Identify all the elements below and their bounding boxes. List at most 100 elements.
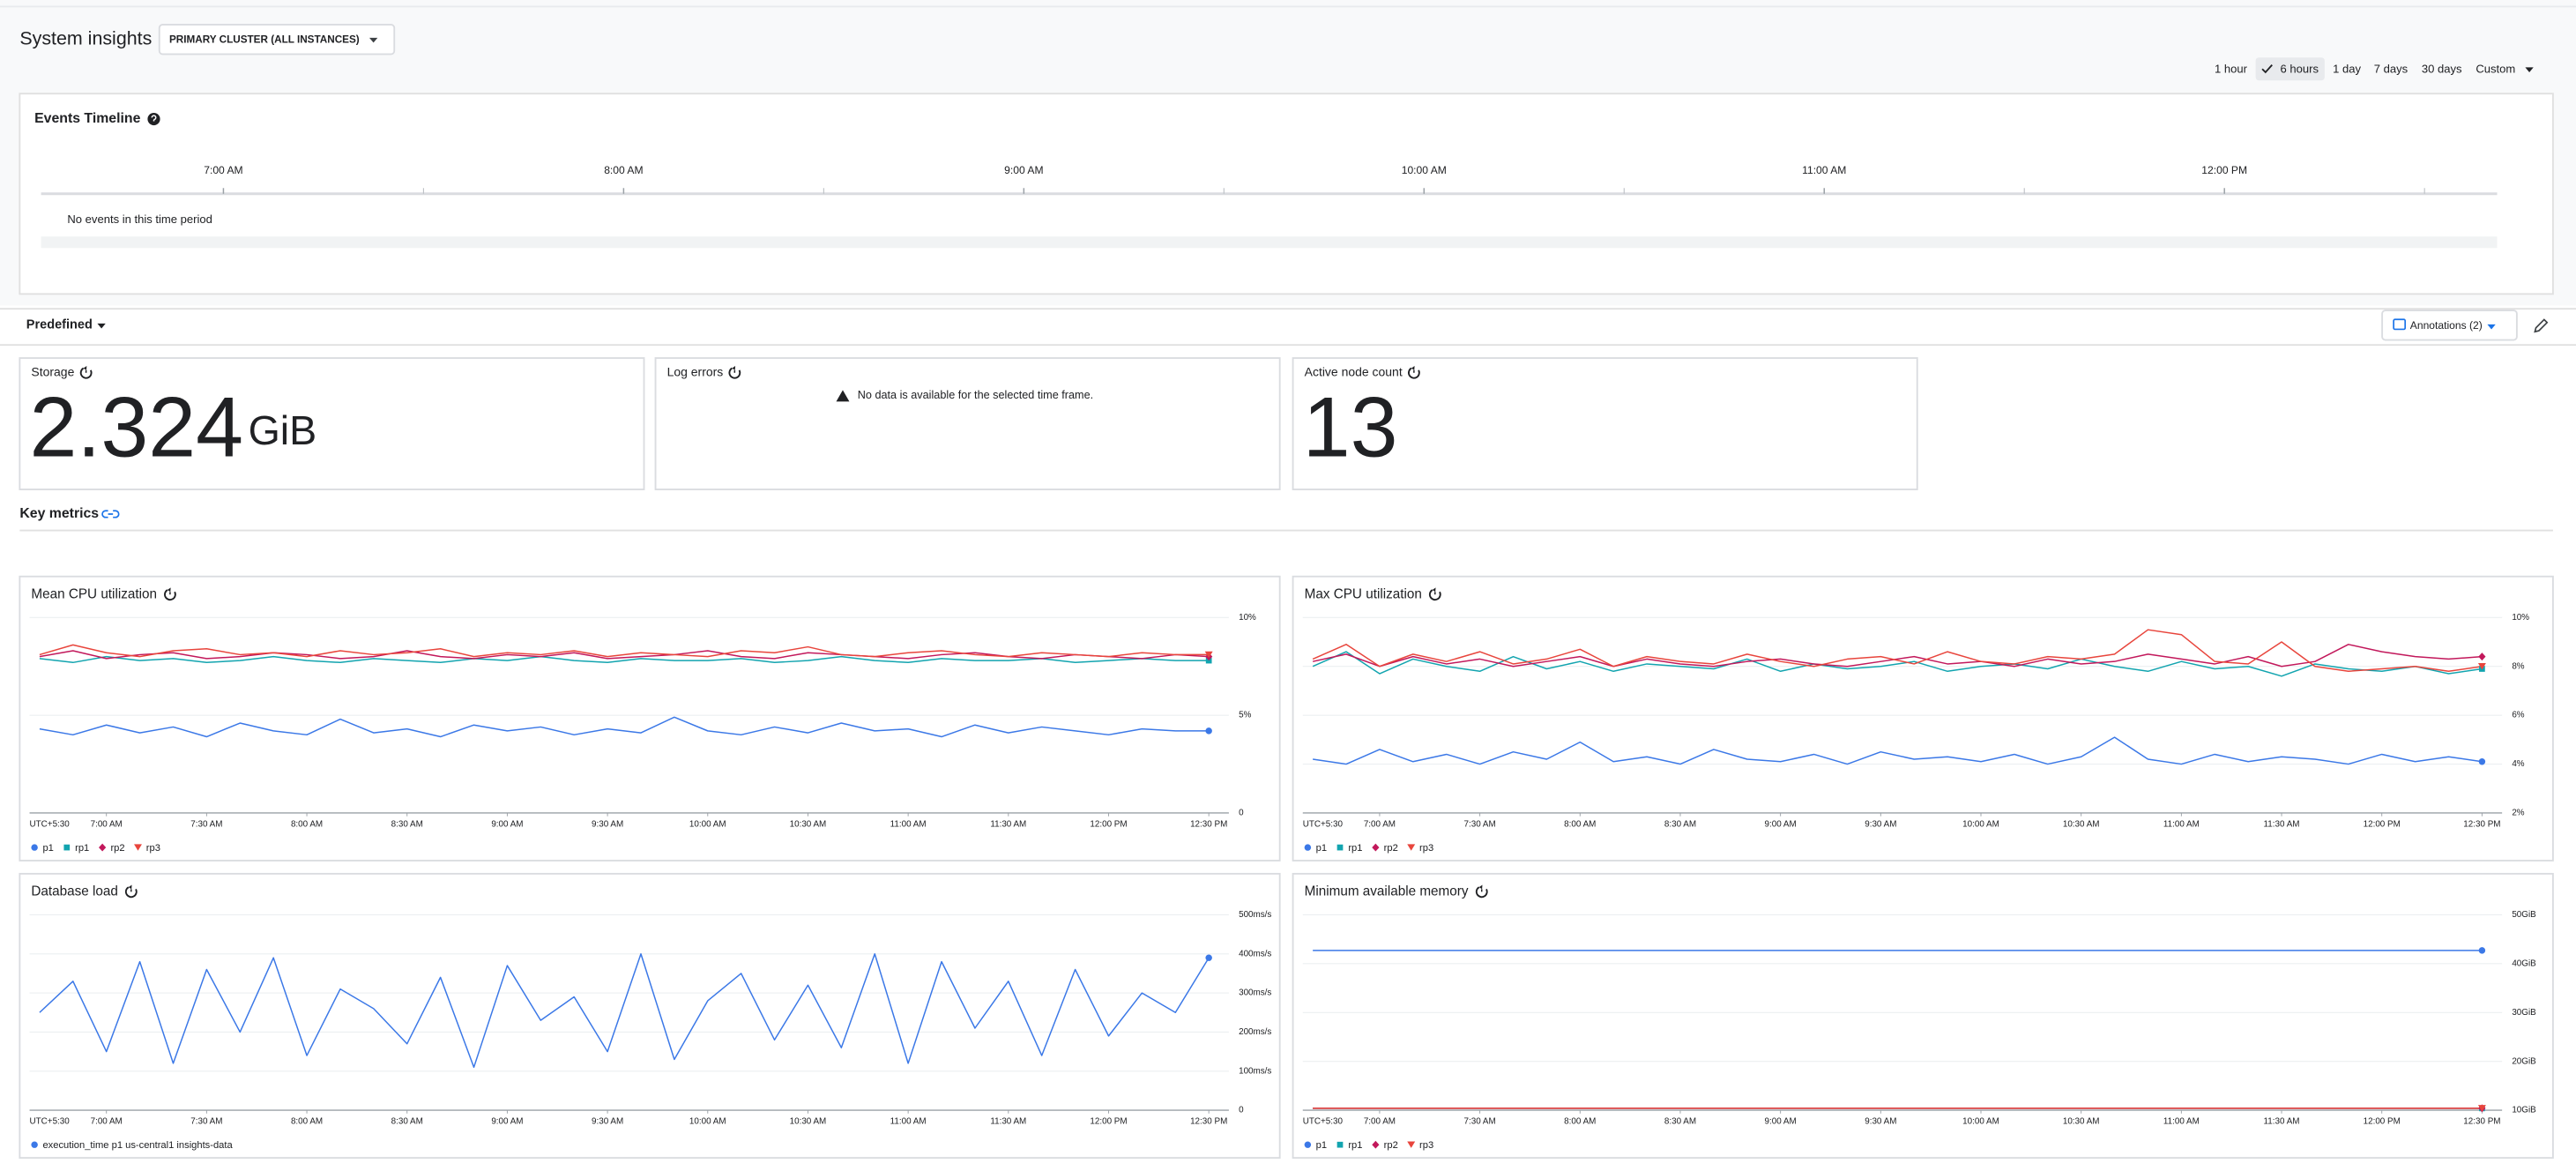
y-tick-label: 50GiB xyxy=(2512,910,2536,920)
time-range-option[interactable]: 7 days xyxy=(2374,63,2408,76)
x-tick-label: 10:30 AM xyxy=(2063,820,2100,830)
time-range-option[interactable]: 6 hours xyxy=(2281,63,2319,76)
point-marker xyxy=(2477,663,2486,670)
time-range-option[interactable]: 1 day xyxy=(2333,63,2361,76)
refresh-icon[interactable] xyxy=(124,884,138,899)
scorecard-value: 2.324 xyxy=(30,378,243,474)
events-title: Events Timeline xyxy=(34,111,140,126)
refresh-icon[interactable] xyxy=(164,587,176,601)
x-tick-label: 7:30 AM xyxy=(1464,820,1496,830)
x-tick-label: 10:00 AM xyxy=(689,1117,726,1127)
x-tick-label: 10:30 AM xyxy=(790,1117,827,1127)
edit-icon[interactable] xyxy=(2534,318,2549,333)
legend-label: rp2 xyxy=(110,843,124,854)
plot-area xyxy=(1312,629,2486,765)
point-marker xyxy=(1204,651,1213,659)
x-tick-label: 8:30 AM xyxy=(391,1117,423,1127)
y-tick-label: 2% xyxy=(2512,809,2524,818)
annotations-icon xyxy=(2393,318,2407,331)
x-tick-label: 11:30 AM xyxy=(990,820,1026,830)
refresh-arrow xyxy=(1411,365,1415,370)
legend-marker xyxy=(1336,1141,1344,1148)
x-tick-label: 10:30 AM xyxy=(2063,1117,2100,1127)
scorecard-message: No data is available for the selected ti… xyxy=(858,389,1093,401)
series-line xyxy=(39,953,1210,1069)
x-tick-label: 8:30 AM xyxy=(1664,820,1696,830)
page-title: System insights xyxy=(19,27,152,48)
section-title: Key metrics xyxy=(19,506,99,521)
y-tick-label: 40GiB xyxy=(2512,958,2536,968)
time-range-option[interactable]: Custom xyxy=(2475,63,2515,76)
refresh-icon[interactable] xyxy=(1408,365,1420,379)
cluster-button-label[interactable]: PRIMARY CLUSTER (ALL INSTANCES) xyxy=(169,34,360,46)
timeline-tick-label: 11:00 AM xyxy=(1802,164,1846,176)
cluster-button[interactable] xyxy=(158,24,396,56)
check-icon xyxy=(2261,63,2273,74)
legend-label: rp1 xyxy=(1348,843,1362,854)
x-tick-label: 11:00 AM xyxy=(2163,1117,2200,1127)
legend-marker xyxy=(1336,844,1344,851)
selected-range-bg[interactable] xyxy=(2255,57,2325,81)
x-tick-label: 11:30 AM xyxy=(2264,1117,2300,1127)
scorecard-unit: GiB xyxy=(249,407,317,453)
refresh-icon[interactable] xyxy=(728,365,741,379)
y-tick-label: 500ms/s xyxy=(1239,910,1271,920)
x-tick-label: 10:00 AM xyxy=(1962,820,1999,830)
legend-label: rp3 xyxy=(1419,1140,1433,1151)
refresh-arrow xyxy=(128,884,132,890)
chart-title: Mean CPU utilization xyxy=(31,586,157,601)
series-line xyxy=(1312,644,2483,668)
dropdown-caret xyxy=(2525,67,2534,72)
series-line xyxy=(1312,651,2483,677)
y-tick-label: 5% xyxy=(1239,711,1251,720)
scorecard-title: Active node count xyxy=(1305,364,1403,378)
legend-label: rp2 xyxy=(1384,843,1398,854)
help-icon[interactable] xyxy=(147,112,160,126)
predefined-dropdown[interactable]: Predefined xyxy=(26,318,93,332)
link-icon[interactable] xyxy=(101,510,120,518)
x-tick-label: 11:00 AM xyxy=(2163,820,2200,830)
legend-marker xyxy=(1407,1141,1416,1148)
time-range-option[interactable]: 30 days xyxy=(2422,63,2462,76)
time-range-option[interactable]: 1 hour xyxy=(2215,63,2248,76)
refresh-arc xyxy=(124,886,138,899)
x-tick-label: 11:30 AM xyxy=(990,1117,1026,1127)
x-tick-label: 12:30 PM xyxy=(2463,1117,2500,1127)
refresh-icon[interactable] xyxy=(1428,587,1441,601)
scorecard-title: Log errors xyxy=(667,364,724,378)
refresh-arrow xyxy=(1432,587,1436,593)
refresh-arc xyxy=(728,367,741,379)
warning-icon xyxy=(836,390,850,402)
x-tick-label: 12:30 PM xyxy=(2463,820,2500,830)
dropdown-caret xyxy=(369,37,378,43)
x-tick-label: 8:00 AM xyxy=(291,820,323,830)
x-tick-label: 7:30 AM xyxy=(190,820,222,830)
point-marker xyxy=(2477,1105,2486,1112)
chart-title: Database load xyxy=(31,884,117,899)
y-tick-label: 6% xyxy=(2512,711,2524,720)
timeline-tick-label: 12:00 PM xyxy=(2201,164,2247,176)
annotations-button[interactable] xyxy=(2381,310,2518,341)
y-tick-label: 0 xyxy=(1239,1106,1244,1115)
legend-marker xyxy=(1304,844,1312,851)
refresh-icon[interactable] xyxy=(1475,884,1488,899)
point-marker xyxy=(2478,947,2486,954)
series-line xyxy=(1313,736,2483,765)
x-tick-label: 9:30 AM xyxy=(1865,820,1896,830)
x-tick-label: 9:00 AM xyxy=(491,820,523,830)
point-marker xyxy=(1205,727,1212,735)
annotations-label[interactable]: Annotations (2) xyxy=(2410,319,2483,332)
refresh-arc xyxy=(1408,367,1420,379)
x-tick-label: 10:30 AM xyxy=(790,820,827,830)
timeline-tick-label: 7:00 AM xyxy=(204,164,242,176)
x-tick-label: 11:00 AM xyxy=(890,820,927,830)
x-tick-label: 8:00 AM xyxy=(1564,820,1596,830)
legend-marker xyxy=(31,1141,38,1148)
refresh-icon[interactable] xyxy=(79,365,93,379)
y-tick-label: 10% xyxy=(2512,613,2529,623)
point-marker xyxy=(2478,653,2486,661)
series-line xyxy=(39,650,1210,660)
series-line xyxy=(39,655,1210,664)
